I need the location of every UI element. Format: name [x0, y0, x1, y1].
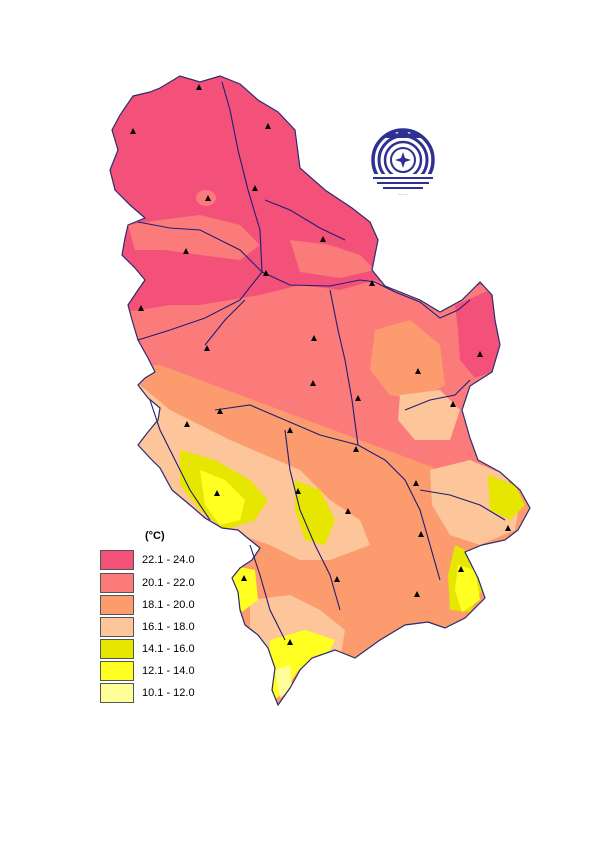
legend-item: 12.1 - 14.0 — [100, 661, 240, 681]
weather-stations — [130, 84, 511, 645]
station-marker — [450, 401, 456, 407]
region-14-16-central — [295, 480, 335, 545]
station-marker — [458, 566, 464, 572]
river-timok — [404, 379, 471, 411]
station-marker — [287, 427, 293, 433]
region-12-14-west — [200, 470, 245, 525]
legend-swatch — [100, 683, 134, 703]
legend-label: 14.1 - 16.0 — [142, 643, 195, 655]
station-marker — [295, 488, 301, 494]
river-nisava — [419, 489, 506, 521]
legend-item: 20.1 - 22.0 — [100, 573, 240, 593]
station-marker — [310, 380, 316, 386]
station-marker — [413, 480, 419, 486]
region-14-16-east — [488, 475, 525, 520]
river-ibar — [284, 429, 341, 611]
station-marker — [418, 531, 424, 537]
river-great-morava — [329, 289, 359, 446]
region-16-18-east-hills — [398, 390, 460, 440]
legend-item: 14.1 - 16.0 — [100, 639, 240, 659]
region-12-14-southeast — [455, 565, 480, 612]
river-beli-drim — [249, 544, 286, 641]
legend-label: 10.1 - 12.0 — [142, 687, 195, 699]
legend-item: 10.1 - 12.0 — [100, 683, 240, 703]
station-marker — [217, 408, 223, 414]
station-marker — [311, 335, 317, 341]
station-marker — [204, 345, 210, 351]
legend-swatch — [100, 661, 134, 681]
station-marker — [369, 280, 375, 286]
station-marker — [345, 508, 351, 514]
river-drina — [149, 399, 211, 521]
river-west-morava — [214, 404, 359, 446]
station-marker — [414, 591, 420, 597]
station-marker — [265, 123, 271, 129]
rivers — [137, 81, 506, 641]
legend-label: 16.1 - 18.0 — [142, 621, 195, 633]
legend-swatch — [100, 617, 134, 637]
region-20-22-banat — [290, 240, 375, 278]
station-marker — [205, 195, 211, 201]
region-22-24-east — [455, 290, 500, 378]
legend-item: 18.1 - 20.0 — [100, 595, 240, 615]
region-20-22-enclave-1 — [196, 190, 216, 206]
station-marker — [287, 639, 293, 645]
legend-swatch — [100, 595, 134, 615]
station-marker — [138, 305, 144, 311]
station-marker — [353, 446, 359, 452]
river-begej — [264, 199, 346, 241]
station-marker — [505, 525, 511, 531]
legend-swatch — [100, 639, 134, 659]
station-marker — [214, 490, 220, 496]
legend-swatch — [100, 550, 134, 570]
river-sava — [137, 271, 263, 341]
station-marker — [196, 84, 202, 90]
region-22-24-north — [110, 76, 530, 315]
river-south-morava — [357, 444, 441, 581]
svg-text:·········: ········· — [398, 193, 409, 197]
legend-item: 22.1 - 24.0 — [100, 550, 240, 570]
station-marker — [477, 351, 483, 357]
station-marker — [320, 236, 326, 242]
legend-item: 16.1 - 18.0 — [100, 617, 240, 637]
station-marker — [263, 270, 269, 276]
region-18-20-east — [370, 320, 445, 400]
station-marker — [415, 368, 421, 374]
region-10-12-south — [275, 665, 292, 698]
river-tisza — [221, 81, 263, 273]
station-marker — [130, 128, 136, 134]
station-marker — [252, 185, 258, 191]
legend-label: 18.1 - 20.0 — [142, 599, 195, 611]
station-marker — [184, 421, 190, 427]
legend-label: 20.1 - 22.0 — [142, 577, 195, 589]
legend-label: 22.1 - 24.0 — [142, 554, 195, 566]
station-marker — [334, 576, 340, 582]
river-kolubara — [204, 299, 246, 346]
legend-unit: (°C) — [145, 530, 165, 542]
station-marker — [355, 395, 361, 401]
legend-swatch — [100, 573, 134, 593]
region-12-14-south — [268, 630, 335, 700]
hydrometeorological-service-logo: ········· — [369, 128, 437, 197]
station-marker — [241, 575, 247, 581]
river-danube — [137, 221, 471, 319]
legend-label: 12.1 - 14.0 — [142, 665, 195, 677]
station-marker — [183, 248, 189, 254]
